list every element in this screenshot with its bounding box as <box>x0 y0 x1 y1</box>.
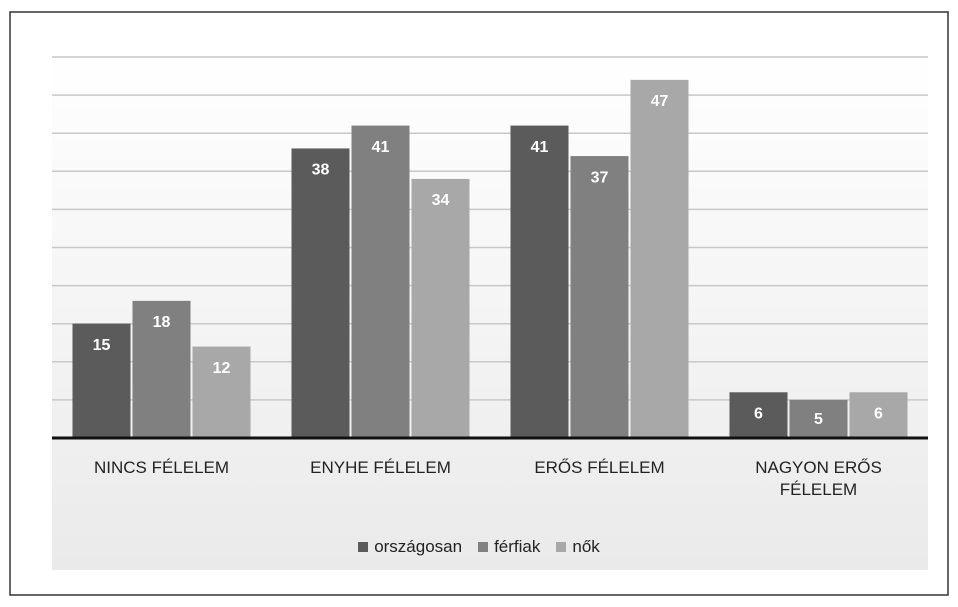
bar <box>789 399 848 438</box>
bar <box>351 125 410 438</box>
bar <box>729 392 788 438</box>
data-label: 41 <box>531 139 549 156</box>
legend-swatch <box>478 542 489 552</box>
data-label: 37 <box>591 169 609 186</box>
data-label: 41 <box>372 139 390 156</box>
data-label: 47 <box>651 93 669 110</box>
bar <box>72 323 131 438</box>
data-label: 5 <box>814 411 823 428</box>
data-label: 34 <box>432 192 450 209</box>
legend-item: nők <box>556 537 600 557</box>
legend-swatch <box>556 542 567 552</box>
x-tick-label: ERŐS FÉLELEM <box>534 458 665 477</box>
x-tick-label: NINCS FÉLELEM <box>93 458 230 477</box>
x-tick-label: NAGYON ERŐS FÉLELEM <box>755 458 882 499</box>
bar <box>630 79 689 439</box>
data-label: 6 <box>874 405 883 422</box>
legend-label: nők <box>572 537 600 556</box>
bar <box>291 148 350 438</box>
legend-item: férfiak <box>478 537 540 557</box>
bar <box>510 125 569 438</box>
legend: országosan férfiak nők <box>0 537 958 557</box>
bar <box>192 346 251 438</box>
bar <box>570 156 629 438</box>
bar <box>411 178 470 439</box>
data-label: 12 <box>213 360 231 377</box>
legend-swatch <box>358 542 369 552</box>
legend-label: országosan <box>374 537 463 556</box>
data-label: 38 <box>312 162 330 179</box>
plot-bg <box>52 50 928 570</box>
data-label: 15 <box>93 337 111 354</box>
data-label: 6 <box>754 405 763 422</box>
x-tick-label: ENYHE FÉLELEM <box>310 458 451 477</box>
bar <box>849 392 908 438</box>
legend-label: férfiak <box>494 537 541 556</box>
data-label: 18 <box>153 314 171 331</box>
bar <box>132 300 191 438</box>
legend-item: országosan <box>358 537 462 557</box>
